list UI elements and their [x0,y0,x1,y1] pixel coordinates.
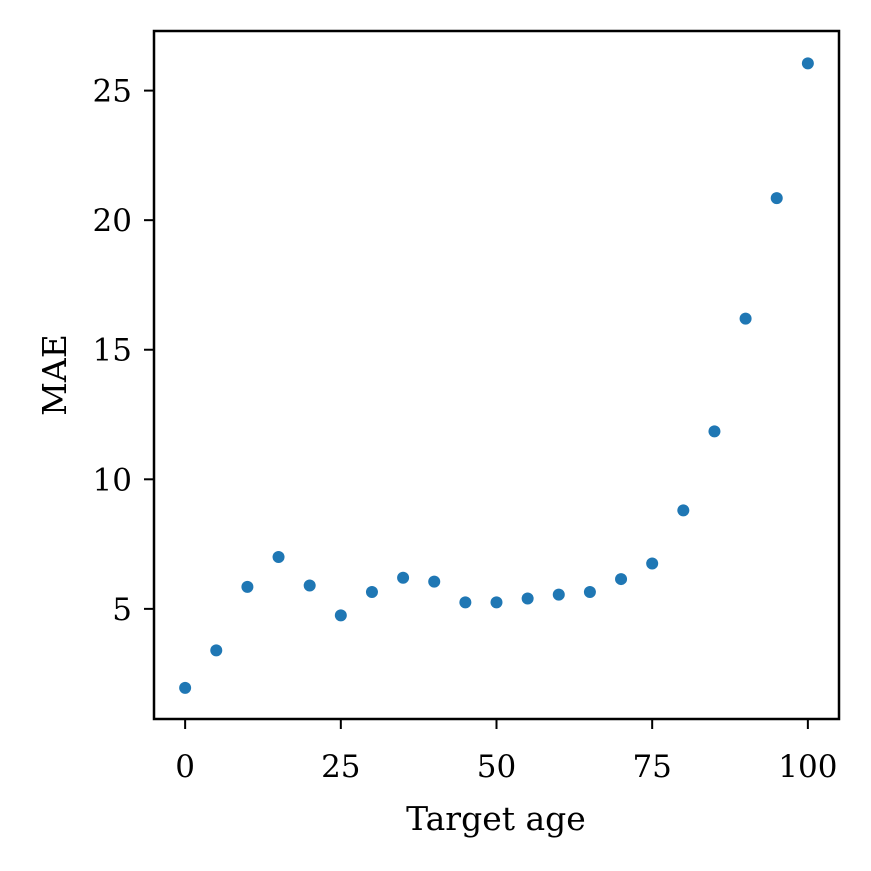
data-point-0-0 [179,681,192,694]
data-point-0-20 [801,57,814,70]
data-point-0-18 [739,312,752,325]
data-point-0-15 [646,557,659,570]
x-tick-label-2: 50 [477,749,516,785]
x-tick-label-1: 25 [321,749,360,785]
y-tick-label-2: 15 [93,333,132,369]
y-tick-label-0: 5 [112,592,132,628]
data-point-0-5 [334,609,347,622]
y-axis-label: MAE [35,334,74,416]
data-point-0-8 [428,575,441,588]
data-point-0-7 [397,571,410,584]
data-point-0-10 [490,596,503,609]
data-point-0-14 [615,573,628,586]
data-point-0-16 [677,504,690,517]
x-tick-label-4: 100 [778,749,837,785]
y-axis: 5 10 15 20 25 [93,74,154,628]
data-point-0-2 [241,580,254,593]
data-point-0-6 [365,586,378,599]
data-point-0-9 [459,596,472,609]
x-tick-label-0: 0 [175,749,195,785]
y-tick-label-1: 10 [93,462,132,498]
data-point-0-1 [210,644,223,657]
x-tick-label-3: 75 [632,749,671,785]
y-tick-label-3: 20 [93,203,132,239]
data-point-0-13 [583,586,596,599]
x-axis: 0 25 50 75 100 [175,719,837,785]
data-point-0-17 [708,425,721,438]
data-points [179,57,814,694]
x-axis-label: Target age [406,799,586,838]
data-point-0-12 [552,588,565,601]
data-point-0-3 [272,551,285,564]
data-point-0-4 [303,579,316,592]
y-tick-label-4: 25 [93,74,132,110]
data-point-0-11 [521,592,534,605]
data-point-0-19 [770,192,783,205]
